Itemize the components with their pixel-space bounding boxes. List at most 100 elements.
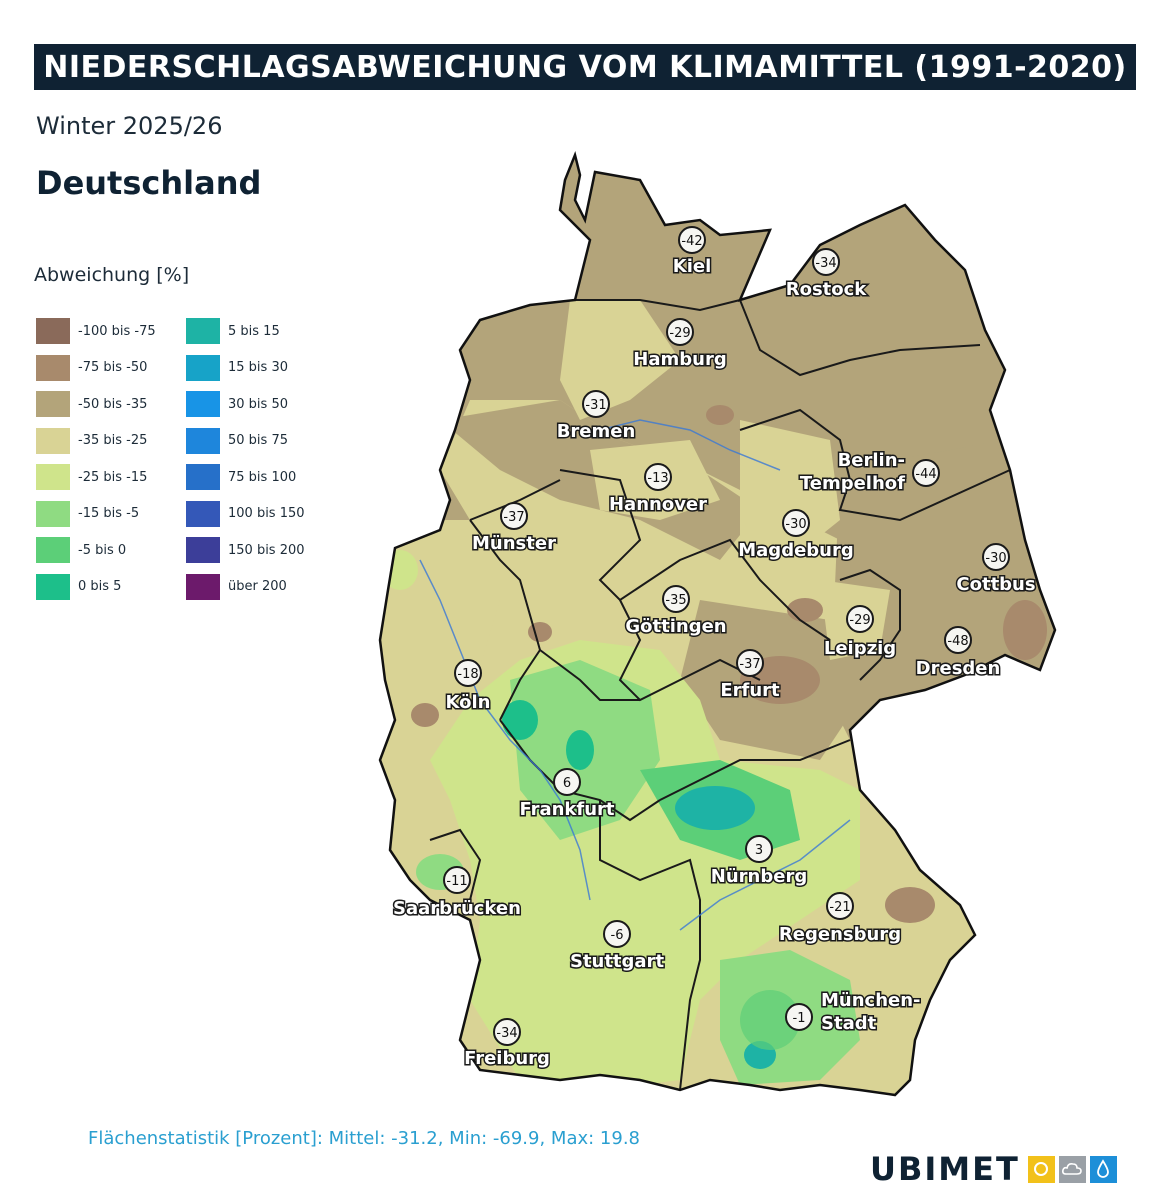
map-title: NIEDERSCHLAGSABWEICHUNG VOM KLIMAMITTEL … — [34, 44, 1136, 90]
legend-swatch — [36, 537, 70, 563]
zone-wet-frankfurt — [566, 730, 594, 770]
city-marker: -30 Cottbus — [955, 543, 1037, 597]
city-marker: -37 Erfurt — [719, 649, 782, 703]
city-label: Dresden — [916, 658, 1001, 679]
city-value: -30 — [785, 517, 806, 532]
legend-item: -25 bis -15 — [36, 464, 147, 490]
legend-label: -50 bis -35 — [78, 396, 148, 412]
city-label: Stadt — [821, 1013, 877, 1034]
legend-item: -100 bis -75 — [36, 318, 156, 344]
city-dot — [745, 835, 773, 863]
city-label: Bremen — [557, 421, 636, 442]
legend-label: 75 bis 100 — [228, 469, 297, 485]
legend-label: über 200 — [228, 579, 287, 594]
cloud-icon — [1058, 1155, 1086, 1183]
city-label: Tempelhof — [800, 473, 905, 494]
logo-text: UBIMET — [870, 1150, 1020, 1188]
city-value: -30 — [985, 551, 1006, 566]
city-dot — [443, 866, 471, 894]
zone-west-light — [380, 540, 500, 760]
legend-item: 0 bis 5 — [36, 573, 121, 600]
legend-label: 100 bis 150 — [228, 506, 305, 521]
legend-item: über 200 — [186, 573, 287, 600]
legend-label: -35 bis -25 — [78, 433, 148, 448]
city-marker: 3 Nürnberg — [709, 835, 809, 889]
city-marker: -42 Kiel — [671, 226, 713, 279]
legend-item: 15 bis 30 — [186, 354, 288, 381]
legend-item: -50 bis -35 — [36, 391, 147, 417]
city-value: -34 — [815, 256, 836, 271]
city-marker: -34 Freiburg — [463, 1018, 551, 1071]
season-subtitle: Winter 2025/26 — [36, 112, 223, 140]
legend-swatch — [186, 464, 220, 490]
legend-label: -25 bis -15 — [78, 469, 148, 485]
city-dot — [812, 248, 840, 276]
city-label: Frankfurt — [519, 799, 614, 820]
germany-map: -42 Kiel -34 Rostock -29 Hamburg -31 Bremen -44 B… — [378, 153, 1057, 1097]
zone-cologne-green — [382, 550, 418, 590]
city-marker: -1 München-Stadt — [785, 989, 922, 1036]
city-value: -44 — [915, 467, 936, 482]
city-dot — [662, 585, 690, 613]
city-label: Erfurt — [720, 680, 780, 701]
legend-swatch — [186, 500, 220, 527]
legend-item: -15 bis -5 — [36, 500, 140, 527]
legend-swatch — [36, 500, 70, 527]
legend-label: 5 bis 15 — [228, 323, 280, 339]
city-dot — [454, 659, 482, 687]
legend-swatch — [186, 354, 220, 381]
legend-swatch — [36, 464, 70, 490]
legend-swatch — [186, 391, 220, 417]
city-marker: -34 Rostock — [784, 248, 869, 302]
city-marker: -21 Regensburg — [777, 892, 903, 947]
state-borders — [429, 299, 1011, 1091]
city-label: Magdeburg — [738, 540, 854, 561]
city-marker: -30 Magdeburg — [737, 509, 855, 563]
zone-wet-franconia — [675, 786, 755, 830]
city-marker: -37 Münster — [471, 502, 558, 556]
legend-item: 100 bis 150 — [186, 500, 305, 527]
city-dot — [736, 649, 764, 677]
sun-icon — [1027, 1155, 1055, 1183]
city-markers: -42 Kiel -34 Rostock -29 Hamburg -31 Bremen -44 B… — [392, 226, 1037, 1071]
legend-swatch — [36, 427, 70, 454]
legend-swatch — [36, 573, 70, 600]
city-value: -6 — [611, 928, 624, 943]
rivers — [419, 419, 851, 931]
city-dot — [553, 768, 581, 796]
city-marker: -6 Stuttgart — [568, 920, 666, 974]
city-label: Freiburg — [464, 1048, 550, 1069]
legend-label: -75 bis -50 — [78, 360, 148, 375]
legend-item: 50 bis 75 — [186, 427, 288, 454]
city-marker: -44 Berlin-Tempelhof — [798, 449, 940, 496]
zone-very-dry-9 — [885, 887, 935, 923]
city-label: Berlin- — [838, 450, 905, 471]
legend-swatch — [36, 318, 70, 344]
city-marker: -48 Dresden — [914, 626, 1002, 681]
city-label: Göttingen — [625, 616, 726, 637]
zone-wet-rhine — [502, 700, 538, 740]
city-dot — [785, 1003, 813, 1031]
city-label: Cottbus — [956, 574, 1035, 595]
city-dot — [944, 626, 972, 654]
legend-item: -35 bis -25 — [36, 427, 148, 454]
city-value: 6 — [563, 776, 571, 791]
city-label: Regensburg — [779, 924, 901, 945]
zone-very-dry-1 — [706, 405, 734, 425]
city-dot — [582, 390, 610, 418]
city-label: Hamburg — [633, 349, 726, 370]
city-value: -18 — [457, 667, 478, 682]
city-dot — [982, 543, 1010, 571]
legend-label: 150 bis 200 — [228, 542, 305, 558]
legend-item: 5 bis 15 — [186, 318, 280, 344]
city-value: -13 — [647, 471, 668, 486]
city-marker: 6 Frankfurt — [518, 768, 616, 822]
city-value: -34 — [496, 1026, 517, 1041]
legend-label: -5 bis 0 — [78, 542, 127, 558]
city-value: -11 — [446, 874, 467, 889]
legend-label: 50 bis 75 — [228, 433, 288, 448]
legend-label: -15 bis -5 — [78, 506, 140, 521]
city-value: -48 — [947, 634, 968, 649]
city-label: Köln — [446, 692, 491, 713]
city-dot — [493, 1018, 521, 1046]
